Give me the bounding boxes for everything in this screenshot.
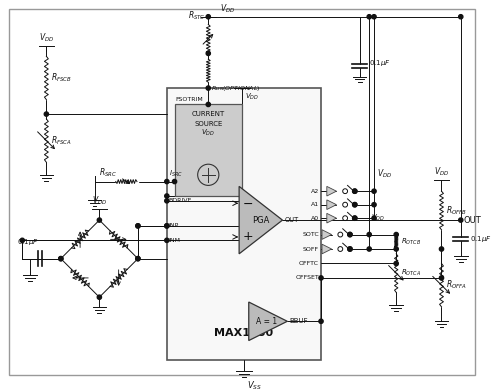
Text: A1: A1 [311,202,319,207]
Circle shape [372,15,376,19]
Text: $R_{OFFA}$: $R_{OFFA}$ [446,279,467,291]
Text: SOFF: SOFF [303,247,319,252]
Circle shape [394,232,398,237]
Polygon shape [327,213,336,223]
Bar [175,104,242,196]
Text: $R_{SRC}$: $R_{SRC}$ [99,166,118,179]
Polygon shape [327,186,336,196]
Polygon shape [322,244,332,254]
Text: $V_{DD}$: $V_{DD}$ [377,167,392,180]
Text: $V_{DD}$: $V_{DD}$ [201,128,215,138]
Circle shape [439,276,443,280]
Text: SOTC: SOTC [303,232,319,237]
Text: $R_{FSCA}$: $R_{FSCA}$ [51,134,72,147]
Text: $R_{LIN}(OPTIONAL)$: $R_{LIN}(OPTIONAL)$ [211,84,260,93]
Polygon shape [239,186,283,254]
Circle shape [372,189,376,193]
Circle shape [367,247,372,251]
Circle shape [165,180,169,184]
Circle shape [136,256,140,261]
Circle shape [97,218,102,222]
Circle shape [459,218,463,222]
Text: $V_{DD}$: $V_{DD}$ [92,194,107,207]
Circle shape [165,224,169,228]
Text: $V_{SS}$: $V_{SS}$ [247,379,262,392]
Text: $I_{SRC}$: $I_{SRC}$ [169,169,183,179]
Text: $R_{OTCA}$: $R_{OTCA}$ [401,268,421,278]
Circle shape [59,256,63,261]
Text: SOURCE: SOURCE [194,121,223,127]
Polygon shape [327,200,336,209]
Circle shape [136,224,140,228]
Circle shape [459,15,463,19]
Circle shape [367,15,372,19]
Text: INP: INP [169,223,179,229]
Circle shape [394,261,398,266]
Text: OUT: OUT [464,216,482,225]
Circle shape [44,112,49,116]
Text: INM: INM [169,238,181,243]
Circle shape [206,15,210,19]
Polygon shape [322,230,332,240]
Circle shape [165,224,169,228]
Text: $V_{DD}$: $V_{DD}$ [39,31,54,44]
Text: MAX1450: MAX1450 [214,328,273,338]
Text: $0.1\mu F$: $0.1\mu F$ [369,58,391,68]
Text: A = 1: A = 1 [255,317,277,326]
Text: $R_{OTCB}$: $R_{OTCB}$ [401,237,421,247]
Circle shape [367,232,372,237]
Text: OFFTC: OFFTC [299,261,319,266]
Bar [167,88,321,360]
Circle shape [20,238,24,243]
Text: $V_{DD}$: $V_{DD}$ [220,2,235,15]
Circle shape [136,224,140,228]
Text: $+$: $+$ [242,230,253,243]
Text: FSOTRIM: FSOTRIM [176,96,203,102]
Text: $V_{DD}$: $V_{DD}$ [434,165,449,178]
Circle shape [348,247,352,251]
Circle shape [165,194,169,198]
Circle shape [206,102,210,107]
Circle shape [59,256,63,261]
Polygon shape [249,302,287,341]
Circle shape [372,216,376,220]
Circle shape [173,180,177,184]
Text: PGA: PGA [252,216,269,225]
Text: $R_{FSCB}$: $R_{FSCB}$ [51,72,72,84]
Circle shape [319,276,323,280]
Circle shape [136,256,140,261]
Text: CURRENT: CURRENT [191,111,225,117]
Circle shape [394,247,398,251]
Text: $V_{DD}$: $V_{DD}$ [371,213,385,223]
Circle shape [372,203,376,207]
Circle shape [353,203,357,207]
Circle shape [206,86,210,90]
Circle shape [319,319,323,323]
Circle shape [348,232,352,237]
Text: $R_{OFFB}$: $R_{OFFB}$ [446,204,467,217]
Circle shape [165,238,169,243]
Circle shape [97,295,102,299]
Text: $R_{STC}$: $R_{STC}$ [187,9,205,22]
Text: $0.1\mu F$: $0.1\mu F$ [17,237,39,247]
Circle shape [439,247,443,251]
Circle shape [353,189,357,193]
Circle shape [165,199,169,203]
Circle shape [353,216,357,220]
Text: $-$: $-$ [242,197,253,210]
Text: $0.1\mu F$: $0.1\mu F$ [470,234,492,244]
Text: BDRIVE: BDRIVE [169,198,192,203]
Text: BBUF: BBUF [289,318,308,324]
Text: OUT: OUT [284,217,299,223]
Text: OFFSET: OFFSET [295,276,319,280]
Text: A2: A2 [311,189,319,194]
Circle shape [206,51,210,56]
Text: A0: A0 [311,216,319,221]
Text: $V_{DD}$: $V_{DD}$ [245,91,259,102]
